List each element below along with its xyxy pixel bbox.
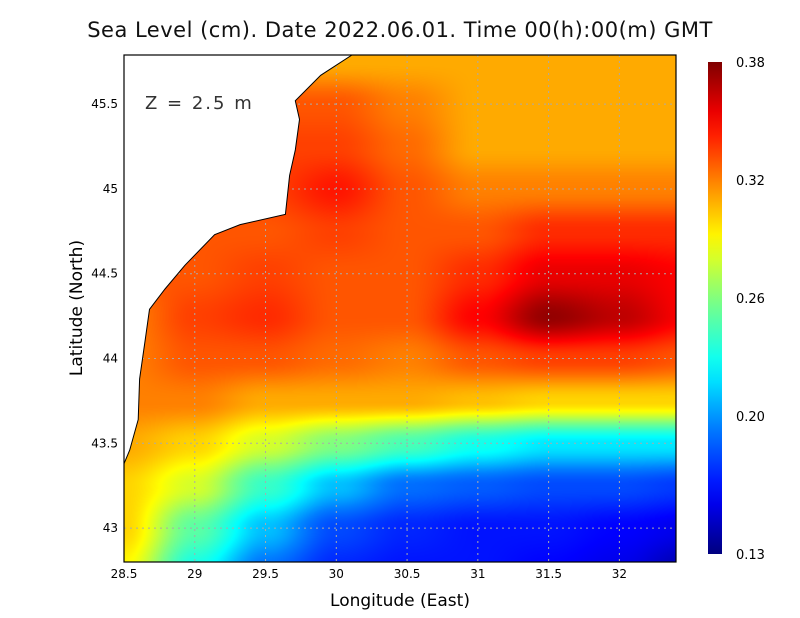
colorbar-tick-label: 0.13: [736, 548, 765, 563]
x-tick-label: 29.5: [252, 567, 279, 581]
plot-frame: [123, 54, 677, 563]
colorbar-tick-label: 0.32: [736, 174, 765, 189]
colorbar-tick-label: 0.20: [736, 410, 765, 425]
colorbar: [708, 62, 722, 554]
coastline: [123, 54, 354, 464]
x-tick-label: 28.5: [111, 567, 138, 581]
x-tick-label: 29: [187, 567, 202, 581]
y-tick-label: 45.5: [91, 97, 118, 111]
x-tick-label: 30: [329, 567, 344, 581]
y-axis-label: Latitude (North): [67, 240, 87, 376]
y-tick-label: 44: [103, 352, 118, 366]
y-tick-label: 45: [103, 182, 118, 196]
x-axis-label: Longitude (East): [330, 591, 470, 611]
y-tick-label: 43.5: [91, 436, 118, 450]
y-tick-label: 43: [103, 521, 118, 535]
chart-title: Sea Level (cm). Date 2022.06.01. Time 00…: [87, 18, 713, 42]
x-tick-label: 31: [470, 567, 485, 581]
colorbar-tick-label: 0.38: [736, 56, 765, 71]
x-tick-label: 31.5: [535, 567, 562, 581]
x-tick-label: 30.5: [394, 567, 421, 581]
depth-annotation: Z = 2.5 m: [145, 93, 254, 114]
colorbar-tick-label: 0.26: [736, 292, 765, 307]
x-tick-label: 32: [612, 567, 627, 581]
y-tick-label: 44.5: [91, 267, 118, 281]
